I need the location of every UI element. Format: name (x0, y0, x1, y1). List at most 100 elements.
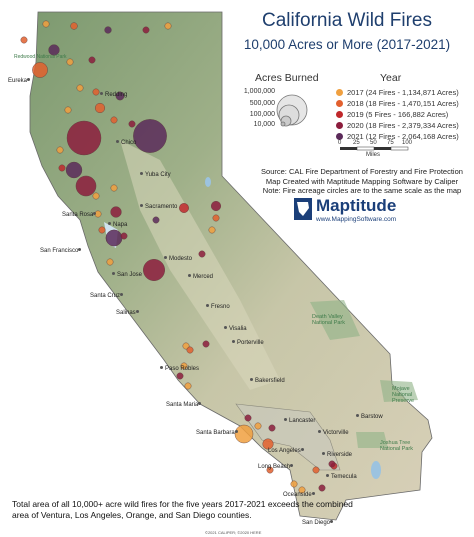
city-barstow: Barstow (356, 414, 383, 420)
mojave-area (380, 380, 418, 402)
city-long-beach: Long Beach (258, 464, 295, 470)
fire-circle-2017 (92, 192, 100, 200)
fire-circle-2021 (104, 26, 112, 34)
city-merced: Merced (188, 274, 213, 280)
city-santa-cruz: Santa Cruz (90, 293, 125, 299)
fire-circle-2020 (75, 175, 97, 197)
year-label: 2018 (18 Fires - 1,470,151 Acres) (347, 99, 459, 108)
city-redding: Redding (100, 92, 127, 98)
salton-sea (371, 461, 381, 479)
fire-circle-2021 (115, 91, 125, 101)
source-line-1: Source: CAL Fire Department of Forestry … (261, 167, 463, 176)
city-paso-robles: Paso Robles (160, 366, 199, 372)
year-label: 2019 (5 Fires - 166,882 Acres) (347, 110, 449, 119)
fire-circle-2020 (210, 200, 222, 212)
fire-circle-2017 (298, 486, 306, 494)
fire-circle-2018 (110, 116, 118, 124)
city-napa: Napa (108, 222, 127, 228)
fire-circle-2020 (328, 460, 336, 468)
fire-circle-2019 (179, 203, 189, 213)
fire-circle-2018 (212, 214, 220, 222)
redwood-park-label: Redwood National Park (14, 54, 67, 60)
source-line-2: Map Created with Maptitude Mapping Softw… (265, 176, 459, 186)
scale-unit: Miles (366, 152, 381, 158)
fire-circle-2019 (58, 164, 66, 172)
fire-circle-2017 (64, 106, 72, 114)
year-legend-2018: 2018 (18 Fires - 1,470,151 Acres) (336, 99, 459, 108)
mojave-label: Mojave National Preserve (392, 386, 415, 404)
city-san-diego: San Diego (302, 520, 335, 526)
size-legend-header: Acres Burned (255, 72, 319, 84)
fire-circle-2018 (70, 22, 78, 30)
fire-circle-2020 (142, 26, 150, 34)
fire-circle-2018 (266, 466, 274, 474)
death-valley-label: Death Valley National Park (312, 314, 346, 326)
fire-circle-2017 (106, 258, 114, 266)
city-modesto: Modesto (164, 256, 192, 262)
year-label: 2021 (12 Fires - 2,064,168 Acres) (347, 132, 459, 141)
fire-circle-2017 (254, 422, 262, 430)
city-riverside: Riverside (322, 452, 352, 458)
scale-tick-50: 50 (370, 140, 377, 146)
fire-circles (20, 20, 338, 494)
city-los-angeles: Los Angeles (268, 448, 306, 454)
fire-circle-2017 (76, 84, 84, 92)
fire-circle-2020 (268, 424, 276, 432)
city-fresno: Fresno (206, 304, 230, 310)
fire-circle-2017 (180, 362, 188, 370)
scale-tick-100: 100 (402, 140, 413, 146)
city-lancaster: Lancaster (284, 418, 315, 424)
fire-circle-2020 (318, 484, 326, 492)
year-swatch (336, 133, 343, 140)
fire-circle-2018 (312, 466, 320, 474)
year-legend-2021: 2021 (12 Fires - 2,064,168 Acres) (336, 132, 459, 141)
year-swatch (336, 111, 343, 118)
map-title: California Wild Fires (262, 10, 432, 31)
fire-circle-2020 (244, 414, 252, 422)
fire-circle-2018 (262, 438, 274, 450)
logo-wordmark: Maptitude (316, 196, 397, 215)
city-san-francisco: San Francisco (40, 248, 83, 254)
city-santa-rosa: Santa Rosa (62, 212, 98, 218)
fire-circle-2020 (202, 340, 210, 348)
city-porterville: Porterville (232, 340, 264, 346)
year-swatch (336, 122, 343, 129)
source-note: Source: CAL Fire Department of Forestry … (256, 167, 468, 196)
city-temecula: Temecula (326, 474, 357, 480)
map-subtitle: 10,000 Acres or More (2017-2021) (243, 37, 451, 52)
central-valley (120, 140, 280, 390)
fire-circle-2017 (56, 146, 64, 154)
city-victorville: Victorville (318, 430, 349, 436)
fire-circle-2020 (88, 56, 96, 64)
fire-circle-2018 (20, 36, 28, 44)
city-bakersfield: Bakersfield (250, 378, 285, 384)
fire-circle-2020 (128, 120, 136, 128)
size-label-10000: 10,000 (253, 121, 275, 128)
year-legend-2020: 2020 (18 Fires - 2,379,334 Acres) (336, 121, 459, 130)
globe-icon (294, 198, 312, 220)
fire-circle-2020 (198, 250, 206, 258)
year-label: 2020 (18 Fires - 2,379,334 Acres) (347, 121, 459, 130)
fire-circle-2017 (184, 382, 192, 390)
fire-circle-2020 (176, 372, 184, 380)
city-salinas: Salinas (116, 310, 141, 316)
fire-circle-2020 (110, 206, 122, 218)
fire-circle-2021 (133, 119, 167, 153)
fire-circle-2021 (65, 161, 83, 179)
lake-tahoe (205, 177, 211, 187)
size-label-1000000: 1,000,000 (243, 88, 275, 95)
logo-url: www.MappingSoftware.com (316, 216, 397, 223)
fire-circle-2017 (234, 424, 254, 444)
fire-circle-2017 (110, 184, 118, 192)
fire-circle-2017 (290, 480, 298, 488)
fire-circle-2017 (66, 58, 74, 66)
fire-circle-2017 (164, 22, 172, 30)
fire-circle-2021 (105, 229, 123, 247)
scale-bar (340, 146, 409, 151)
city-san-jose: San Jose (112, 272, 142, 278)
size-label-100000: 100,000 (249, 111, 275, 118)
city-visalia: Visalia (224, 326, 247, 332)
scale-tick-75: 75 (387, 140, 394, 146)
size-legend-circles (276, 94, 308, 127)
